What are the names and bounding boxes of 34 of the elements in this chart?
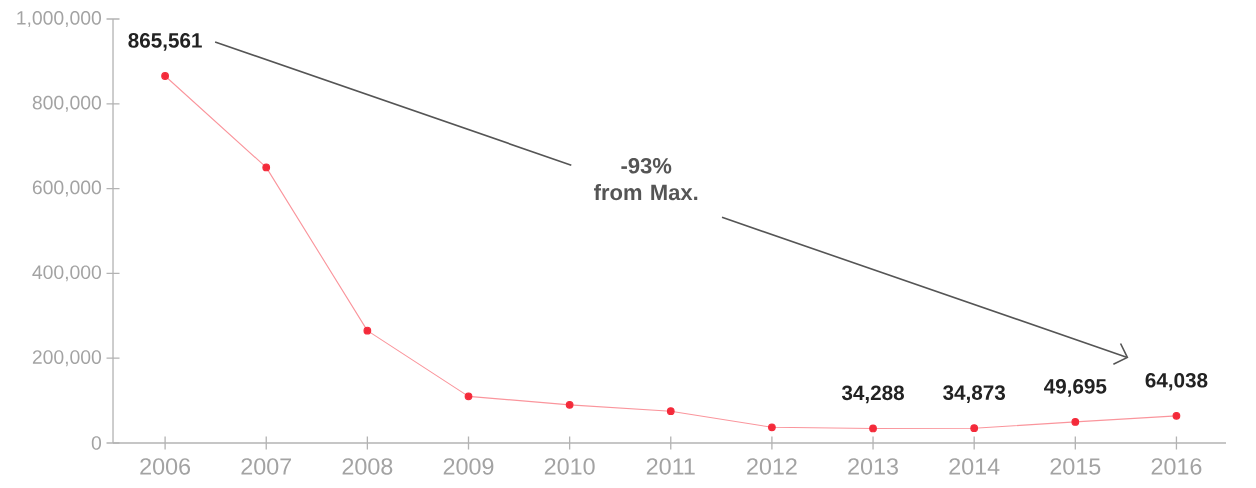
x-tick-label: 2016 bbox=[1151, 458, 1202, 475]
x-tick-label: 2010 bbox=[544, 458, 595, 475]
y-tick-label: 1,000,000 bbox=[17, 11, 102, 27]
x-tick-label: 2014 bbox=[949, 458, 1000, 475]
x-tick-label: 2008 bbox=[342, 458, 393, 475]
x-tick-label: 2006 bbox=[140, 458, 191, 475]
data-label: 865,561 bbox=[128, 33, 202, 51]
x-tick-label: 2009 bbox=[443, 458, 494, 475]
point bbox=[1071, 418, 1080, 426]
x-tick-label: 2011 bbox=[646, 458, 695, 475]
y-tick-label: 200,000 bbox=[32, 350, 102, 367]
x-tick-label: 2015 bbox=[1050, 458, 1101, 475]
point bbox=[565, 400, 574, 409]
point bbox=[464, 392, 473, 401]
data-label: 49,695 bbox=[1044, 379, 1107, 397]
point bbox=[1172, 411, 1181, 420]
point bbox=[161, 72, 169, 80]
data-label: 34,288 bbox=[841, 385, 904, 404]
point bbox=[970, 424, 979, 433]
point bbox=[768, 423, 776, 432]
point bbox=[262, 163, 271, 172]
x-tick-label: 2013 bbox=[848, 458, 898, 475]
y-tick-label: 400,000 bbox=[32, 265, 102, 282]
x-tick-label: 2012 bbox=[747, 458, 797, 475]
y-tick-label: 0 bbox=[91, 436, 102, 450]
point bbox=[869, 424, 877, 433]
data-label: 34,873 bbox=[943, 385, 1006, 403]
annotation: -93% from Max. bbox=[594, 157, 698, 201]
y-tick-label: 800,000 bbox=[32, 95, 102, 112]
point bbox=[363, 326, 372, 335]
point bbox=[666, 407, 675, 416]
x-tick-label: 2007 bbox=[241, 458, 292, 475]
data-label: 64,038 bbox=[1145, 372, 1208, 391]
y-tick-label: 600,000 bbox=[32, 180, 102, 197]
